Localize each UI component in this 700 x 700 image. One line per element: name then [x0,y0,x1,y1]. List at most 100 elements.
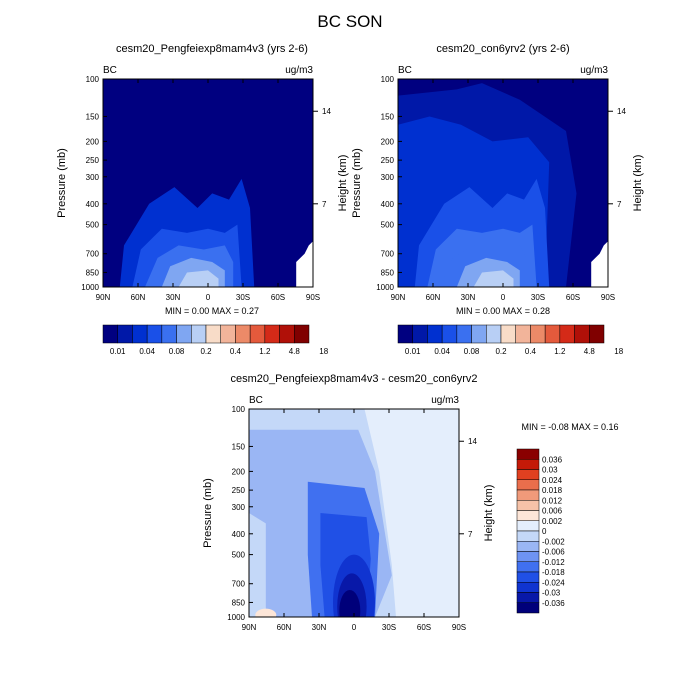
y2-tick-label: 7 [468,530,473,539]
y-tick-label: 500 [232,551,246,560]
colorbar-swatch [516,500,540,511]
right-string: ug/m3 [285,65,313,76]
colorbar-swatch [205,324,221,344]
colorbar-label: -0.012 [542,558,565,567]
colorbar-label: -0.024 [542,578,565,587]
min-max-stats: MIN = -0.08 MAX = 0.16 [521,422,618,432]
contour-fill-level-8 [473,270,514,287]
colorbar-label: -0.03 [542,589,561,598]
x-tick-label: 30S [382,623,396,632]
y-tick-label: 150 [86,112,100,121]
y2-tick-label: 14 [468,437,477,446]
chart-panel-2: cesm20_con6yrv2 (yrs 2-6) BC ug/m3 90N 60N 30… [351,43,644,356]
x-tick-label: 30N [312,623,327,632]
colorbar-label: 0.036 [542,455,563,464]
colorbar-swatch [516,571,540,583]
right-string: ug/m3 [431,395,459,406]
y-tick-label: 250 [381,156,395,165]
x-tick-label: 90S [306,293,320,302]
colorbar-swatch [516,510,540,521]
y-tick-label: 400 [232,530,246,539]
left-string: BC [249,395,263,406]
colorbar-label: 4.8 [289,347,301,356]
colorbar-swatch [132,324,148,344]
colorbar-swatch [516,582,540,593]
panel-title: cesm20_Pengfeiexp8mam4v3 (yrs 2-6) [116,43,308,55]
x-tick-label: 30N [166,293,181,302]
y-tick-label: 300 [381,173,395,182]
colorbar-swatch [530,324,546,344]
colorbar-swatch [220,324,236,344]
colorbar-swatch [427,324,443,344]
y2-axis-label: Height (km) [337,155,349,212]
colorbar-label: 0.03 [542,466,558,475]
contour-fill-diff-positive [255,608,277,617]
colorbar-swatch [191,324,207,344]
colorbar-swatch [235,324,251,344]
colorbar-swatch [441,324,458,344]
colorbar-swatch [516,592,540,603]
y-tick-label: 150 [232,442,246,451]
y2-tick-label: 14 [617,107,626,116]
colorbar-label: -0.002 [542,537,565,546]
min-max-stats: MIN = 0.00 MAX = 0.27 [165,306,259,316]
colorbar-swatch [516,551,540,562]
chart-panel-1: cesm20_Pengfeiexp8mam4v3 (yrs 2-6) BC ug/m… [56,43,349,356]
colorbar-swatch [544,324,561,344]
colorbar-label: 0.2 [200,347,212,356]
colorbar-swatch [279,324,295,344]
colorbar-label: 0 [542,527,547,536]
chart-panel-3: cesm20_Pengfeiexp8mam4v3 - cesm20_con6yr… [202,373,619,632]
x-tick-label: 0 [206,293,211,302]
y-tick-label: 300 [86,173,100,182]
colorbar-swatch [516,520,540,532]
x-tick-label: 30S [236,293,250,302]
colorbar-swatch [397,324,413,344]
y-tick-label: 150 [381,112,395,121]
panel-title: cesm20_con6yrv2 (yrs 2-6) [436,43,569,55]
x-tick-label: 60S [417,623,431,632]
colorbar-swatch [412,324,428,344]
colorbar-label: 0.012 [542,496,563,505]
y-tick-label: 250 [232,486,246,495]
y-tick-label: 1000 [376,283,394,292]
y2-tick-label: 7 [617,200,622,209]
colorbar-swatch [516,561,540,573]
colorbar-label: 0.04 [139,347,155,356]
colorbar-swatch [574,324,590,344]
x-tick-label: 30S [531,293,545,302]
colorbar-swatch [294,324,310,344]
x-tick-label: 60N [426,293,441,302]
right-string: ug/m3 [580,65,608,76]
y2-axis-label: Height (km) [632,155,644,212]
colorbar-swatch [516,469,540,480]
colorbar-label: 1.2 [554,347,566,356]
y-tick-label: 500 [381,221,395,230]
colorbar-swatch [516,541,540,552]
y-tick-label: 400 [381,200,395,209]
colorbar-swatch [146,324,163,344]
y-tick-label: 200 [86,137,100,146]
colorbar-swatch [559,324,575,344]
contour-fill-diff-level-8 [339,589,361,617]
missing-data-region [591,241,608,287]
x-tick-label: 0 [352,623,357,632]
colorbar-swatch [176,324,192,344]
panel-title: cesm20_Pengfeiexp8mam4v3 - cesm20_con6yr… [230,373,477,385]
x-tick-label: 90N [242,623,257,632]
colorbar-swatch [249,324,266,344]
y-tick-label: 100 [381,75,395,84]
contour-fill-diff-lighter [364,409,459,617]
x-tick-label: 60N [277,623,292,632]
colorbar-label: 0.08 [169,347,185,356]
colorbar-label: 0.01 [110,347,126,356]
y-tick-label: 850 [86,268,100,277]
colorbar-label: 0.2 [495,347,507,356]
colorbar-swatch [589,324,605,344]
colorbar-label: 0.018 [542,486,563,495]
min-max-stats: MIN = 0.00 MAX = 0.28 [456,306,550,316]
x-tick-label: 90N [96,293,111,302]
x-tick-label: 90S [601,293,615,302]
colorbar-swatch [161,324,177,344]
